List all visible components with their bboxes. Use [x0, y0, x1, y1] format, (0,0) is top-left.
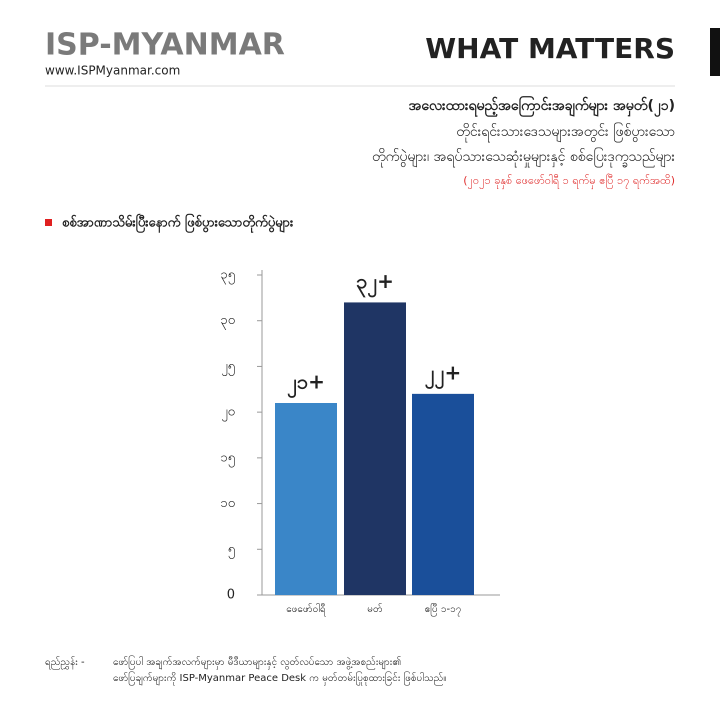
- y-tick-label: ၁၀: [220, 496, 235, 511]
- x-tick-label: ဧပြီ ၁-၁၇: [425, 601, 462, 617]
- tag: WHAT MATTERS: [425, 32, 675, 65]
- y-tick-label: 0: [227, 588, 235, 603]
- source-line: ဖော်ပြချက်များကို ISP-Myanmar Peace Desk…: [113, 670, 446, 686]
- chart-title: စစ်အာဏာသိမ်းပြီးနောက် ဖြစ်ပွားသောတိုက်ပွ…: [62, 213, 294, 234]
- source-line: ဖော်ပြပါ အချက်အလက်များမှာ မီဒီယာများနှင့…: [113, 654, 401, 670]
- url: www.ISPMyanmar.com: [45, 64, 180, 78]
- y-tick-label: ၂၀: [221, 405, 235, 422]
- subtitle: (၂၀၂၁ ခုနှစ် ဖေဖော်ဝါရီ ၁ ရက်မှ ဧပြီ ၁၇ …: [463, 174, 675, 189]
- y-tick-label: ၃၅: [220, 268, 235, 285]
- bar: [275, 403, 337, 595]
- y-tick-label: ၅: [228, 542, 235, 559]
- y-tick-label: ၂၅: [221, 359, 235, 376]
- bar: [344, 302, 406, 595]
- x-tick-label: ဖေဖော်ဝါရီ: [286, 602, 326, 617]
- y-tick-label: ၃၀: [220, 313, 235, 330]
- tag-bar: [710, 28, 720, 76]
- y-tick-label: ၁၅: [220, 450, 235, 467]
- title-line: တိုက်ပွဲများ၊ အရပ်သားသေဆုံးမှုများနှင့် …: [372, 148, 675, 167]
- title-line: အလေးထားရမည့်အကြောင်းအချက်များ အမှတ်(၂၁): [409, 96, 675, 117]
- bar: [412, 393, 474, 595]
- title-line: တိုင်းရင်းသားဒေသများအတွင်း ဖြစ်ပွားသော: [456, 123, 675, 142]
- bullet: [45, 219, 52, 226]
- brand: ISP-MYANMAR: [45, 28, 285, 63]
- x-tick-label: မတ်: [367, 602, 382, 615]
- source-label: ရည်ညွှန်း -: [45, 655, 85, 670]
